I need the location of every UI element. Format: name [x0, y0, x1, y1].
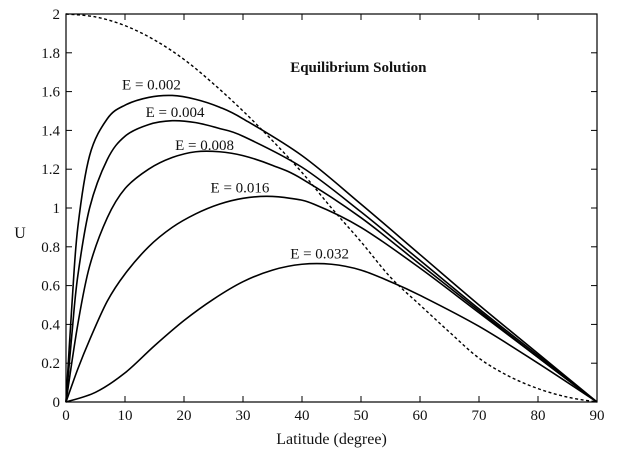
series-line-e-0-002 — [65, 94, 598, 403]
annotation-label: E = 0.008 — [175, 138, 234, 154]
x-axis-title: Latitude (degree) — [276, 431, 387, 448]
x-tick-label: 30 — [236, 408, 251, 424]
y-axis-title: U — [14, 225, 26, 242]
annotation-label: Equilibrium Solution — [290, 60, 427, 76]
x-tick-label: 50 — [354, 408, 369, 424]
y-tick-label: 0.2 — [41, 356, 60, 372]
series-line-e-0-032 — [65, 262, 598, 403]
y-tick-label: 0.8 — [41, 240, 60, 256]
annotation-label: E = 0.016 — [211, 180, 270, 196]
x-tick-label: 10 — [118, 408, 133, 424]
series-line-e-0-004 — [65, 119, 598, 403]
annotation-label: E = 0.002 — [122, 78, 181, 94]
y-tick-label: 1 — [53, 201, 61, 217]
x-tick-label: 40 — [295, 408, 310, 424]
y-tick-label: 1.8 — [41, 46, 60, 62]
x-tick-label: 80 — [531, 408, 546, 424]
annotation-layer: E = 0.002 E = 0.004 E = 0.008 E = 0.016 E = … — [122, 60, 427, 262]
annotation-label: E = 0.004 — [146, 105, 205, 121]
x-tick-label: 90 — [590, 408, 605, 424]
y-tick-label: 1.2 — [41, 162, 60, 178]
ticks: 0 10 20 30 40 50 60 70 80 90 0 0.2 0.4 0.6 0.8 1 1.2 1.4 1… — [41, 7, 604, 424]
y-tick-label: 1.6 — [41, 85, 60, 101]
x-tick-label: 20 — [177, 408, 192, 424]
y-tick-label: 0 — [53, 395, 61, 411]
series-layer — [65, 13, 598, 403]
annotation-label: E = 0.032 — [290, 246, 349, 262]
y-tick-label: 0.6 — [41, 279, 60, 295]
y-tick-label: 1.4 — [41, 123, 60, 139]
x-tick-label: 0 — [62, 408, 70, 424]
y-tick-label: 2 — [53, 7, 61, 23]
series-line-equilibrium-solution — [65, 13, 598, 403]
x-tick-label: 70 — [472, 408, 487, 424]
x-tick-label: 60 — [413, 408, 428, 424]
series-line-e-0-008 — [65, 150, 598, 403]
series-line-e-0-016 — [65, 195, 598, 403]
y-tick-label: 0.4 — [41, 317, 60, 333]
